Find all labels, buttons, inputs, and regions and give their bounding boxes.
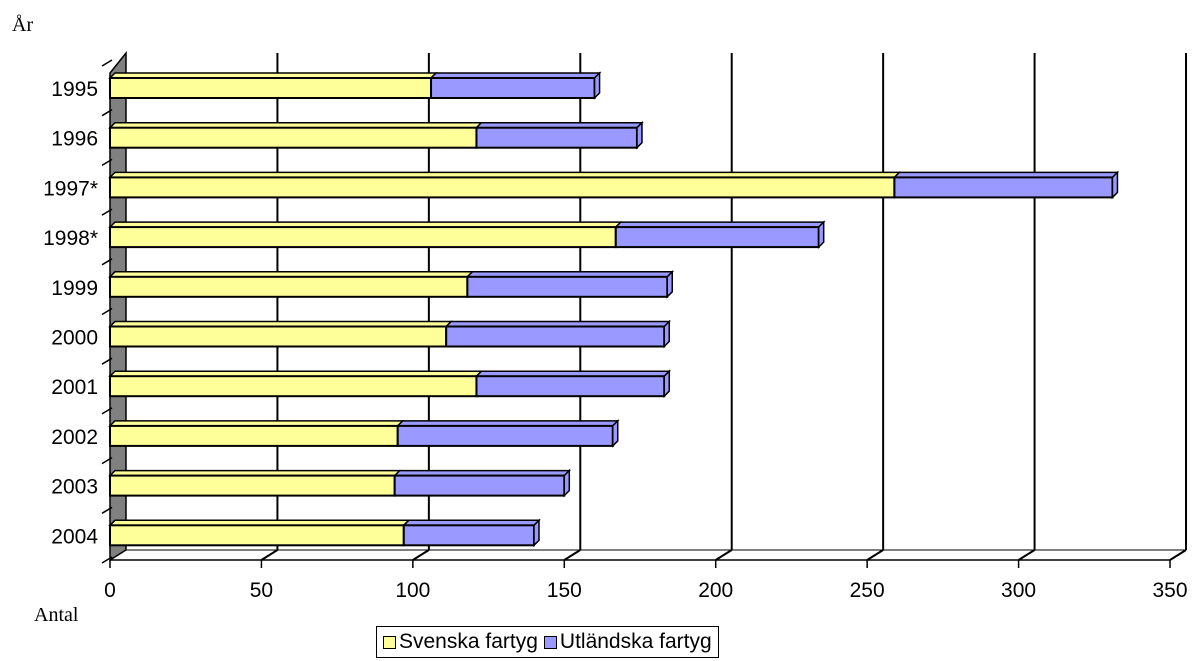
y-tick-label: 1995 bbox=[51, 78, 98, 101]
y-tick-label: 2004 bbox=[51, 525, 98, 548]
y-tick-label: 1997* bbox=[43, 177, 98, 200]
y-tick-mark bbox=[101, 556, 113, 564]
y-tick-mark bbox=[101, 258, 113, 266]
gridline-floor bbox=[412, 549, 430, 561]
bar-side-face bbox=[666, 269, 674, 299]
legend-label-svenska: Svenska fartyg bbox=[399, 630, 538, 653]
y-tick-mark bbox=[101, 59, 113, 67]
chart-legend: Svenska fartyg Utländska fartyg bbox=[376, 626, 719, 658]
bar-segment bbox=[109, 126, 478, 149]
bar-segment bbox=[430, 77, 596, 99]
bar-side-face bbox=[663, 369, 670, 399]
x-axis-title: Antal bbox=[34, 604, 79, 626]
y-tick-mark bbox=[101, 208, 113, 216]
bar-segment bbox=[109, 424, 399, 447]
bar-segment bbox=[614, 226, 820, 249]
gridline-floor bbox=[715, 549, 733, 561]
y-tick-mark bbox=[101, 109, 113, 117]
bar-segment bbox=[109, 325, 448, 348]
x-tick-label: 100 bbox=[395, 579, 430, 602]
bar-side-face bbox=[636, 120, 643, 150]
x-tick-label: 50 bbox=[250, 579, 273, 602]
bar-segment bbox=[393, 474, 566, 497]
y-tick-mark bbox=[101, 456, 113, 465]
bar-segment bbox=[396, 424, 614, 447]
y-tick-mark bbox=[101, 407, 113, 415]
bar-segment bbox=[402, 524, 536, 547]
x-tick-label: 0 bbox=[104, 579, 116, 602]
y-tick-mark bbox=[101, 357, 113, 365]
y-tick-mark bbox=[101, 506, 113, 514]
y-tick-label: 2002 bbox=[51, 426, 98, 449]
y-tick-mark bbox=[101, 158, 113, 167]
x-tick-label: 150 bbox=[547, 579, 582, 602]
bar-segment bbox=[475, 375, 666, 398]
bar-side-face bbox=[817, 220, 825, 249]
bar-segment bbox=[109, 375, 478, 398]
x-tick-label: 200 bbox=[698, 579, 733, 602]
x-tick-label: 350 bbox=[1152, 579, 1187, 602]
y-tick-label: 2000 bbox=[51, 327, 98, 350]
bar-segment bbox=[893, 176, 1114, 199]
bar-segment bbox=[109, 77, 433, 99]
legend-label-utlandska: Utländska fartyg bbox=[559, 630, 712, 653]
gridline-floor bbox=[866, 549, 884, 561]
gridline-floor bbox=[1169, 549, 1187, 561]
bar-segment bbox=[466, 275, 669, 298]
legend-swatch-svenska bbox=[383, 635, 396, 649]
bar-side-face bbox=[593, 71, 601, 100]
legend-item-utlandska: Utländska fartyg bbox=[543, 630, 712, 654]
bar-segment bbox=[109, 524, 405, 547]
gridline-floor bbox=[563, 549, 581, 561]
gridline-floor bbox=[260, 549, 278, 561]
bar-segment bbox=[475, 126, 638, 149]
y-tick-label: 1999 bbox=[51, 277, 98, 300]
bar-side-face bbox=[663, 319, 670, 349]
y-tick-label: 2003 bbox=[51, 476, 98, 499]
x-tick-label: 250 bbox=[850, 579, 885, 602]
legend-swatch-utlandska bbox=[543, 635, 557, 649]
bar-side-face bbox=[611, 419, 619, 448]
bar-segment bbox=[109, 275, 469, 298]
y-tick-label: 1996 bbox=[51, 128, 98, 151]
bar-segment bbox=[109, 176, 896, 199]
y-axis-title: År bbox=[12, 14, 34, 36]
bar-segment bbox=[109, 226, 617, 249]
y-tick-mark bbox=[101, 307, 113, 316]
legend-item-svenska: Svenska fartyg bbox=[383, 630, 538, 654]
bar-side-face bbox=[563, 468, 571, 498]
y-tick-label: 1998* bbox=[43, 227, 98, 250]
x-tick-label: 300 bbox=[1001, 579, 1036, 602]
gridline-floor bbox=[1018, 549, 1036, 561]
bar-segment bbox=[109, 474, 396, 497]
bar-segment bbox=[445, 325, 666, 348]
bar-side-face bbox=[533, 518, 540, 548]
y-tick-label: 2001 bbox=[51, 376, 98, 399]
bar-side-face bbox=[1111, 170, 1119, 200]
